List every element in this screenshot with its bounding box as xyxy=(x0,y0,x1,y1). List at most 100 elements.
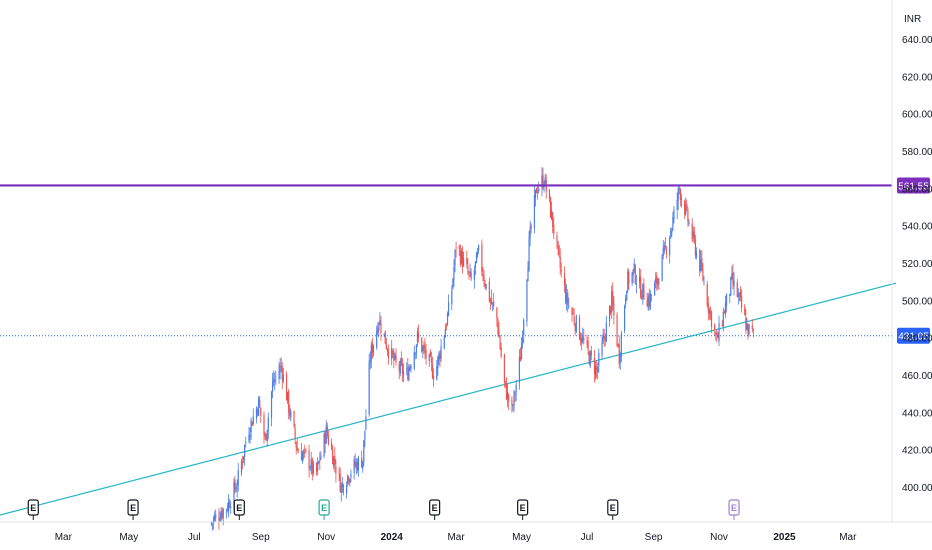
candle xyxy=(616,312,618,348)
candle xyxy=(513,389,515,413)
candle xyxy=(656,272,658,291)
time-tick-label: Sep xyxy=(645,532,663,543)
candle xyxy=(379,312,381,326)
candle xyxy=(658,277,660,291)
candle xyxy=(335,459,337,483)
candle xyxy=(398,360,400,380)
earnings-marker[interactable]: E xyxy=(429,499,441,520)
candle xyxy=(249,427,251,444)
candle xyxy=(377,322,379,336)
candle xyxy=(632,269,634,284)
earnings-marker[interactable]: E xyxy=(127,499,139,520)
earnings-marker-label: E xyxy=(731,503,737,513)
candle xyxy=(482,266,484,282)
candle xyxy=(436,359,438,381)
overlay-layer: 561.55 481.05 xyxy=(0,177,930,344)
candle xyxy=(384,330,386,345)
earnings-marker[interactable]: E xyxy=(318,499,330,520)
time-tick-label: Mar xyxy=(839,532,857,543)
earnings-marker[interactable]: E xyxy=(728,499,740,520)
candle xyxy=(601,334,603,360)
price-tick-label: 620.00 xyxy=(902,72,932,83)
candle xyxy=(700,250,702,273)
candle xyxy=(431,356,434,380)
candle xyxy=(702,262,704,282)
candle xyxy=(491,302,494,312)
candle xyxy=(260,407,262,423)
candle xyxy=(623,304,626,334)
candle xyxy=(693,226,695,244)
candle xyxy=(220,507,222,523)
candle xyxy=(535,187,538,194)
candle xyxy=(347,474,349,487)
candle xyxy=(534,189,537,207)
candle xyxy=(679,187,681,207)
candle xyxy=(324,430,326,454)
earnings-marker[interactable]: E xyxy=(233,499,245,520)
candle xyxy=(515,379,517,402)
candle xyxy=(424,337,426,360)
time-tick-label: Nov xyxy=(710,532,728,543)
candle xyxy=(387,344,390,365)
candle xyxy=(751,319,753,333)
candle xyxy=(355,458,357,475)
candle xyxy=(661,254,663,282)
candle xyxy=(460,248,463,265)
candle xyxy=(459,244,461,268)
candle xyxy=(566,284,568,311)
candle xyxy=(364,430,366,448)
candle xyxy=(302,450,304,464)
earnings-marker-label: E xyxy=(321,503,327,513)
candle xyxy=(695,247,698,260)
candle xyxy=(595,361,597,381)
candle xyxy=(212,515,215,530)
candle xyxy=(627,267,629,293)
candle xyxy=(263,411,265,444)
candle xyxy=(409,364,411,372)
candle xyxy=(745,308,747,335)
candle xyxy=(537,184,539,200)
candle xyxy=(676,192,678,220)
candle xyxy=(613,296,615,325)
candle xyxy=(432,368,435,388)
candle xyxy=(453,259,455,287)
time-tick-label: 2025 xyxy=(773,532,796,543)
candle xyxy=(439,350,441,368)
candle xyxy=(225,508,228,519)
time-tick-label: Nov xyxy=(317,532,335,543)
candle xyxy=(625,294,627,308)
candle xyxy=(583,328,585,345)
earnings-marker[interactable]: E xyxy=(27,499,39,520)
candle xyxy=(572,307,574,316)
earnings-marker[interactable]: E xyxy=(607,499,619,520)
candle xyxy=(688,219,690,227)
candle xyxy=(724,295,727,318)
candle xyxy=(628,269,630,290)
candle xyxy=(395,348,397,366)
candle xyxy=(241,455,244,470)
price-tick-label: 640.00 xyxy=(902,35,932,46)
candle xyxy=(708,307,710,320)
candle xyxy=(738,292,741,302)
candle xyxy=(721,320,723,327)
candle xyxy=(423,341,425,354)
candle xyxy=(267,412,269,440)
candle xyxy=(339,467,341,493)
earnings-marker[interactable]: E xyxy=(517,499,529,520)
earnings-marker-label: E xyxy=(520,503,526,513)
candle xyxy=(341,476,343,494)
candle xyxy=(357,455,360,477)
candle xyxy=(543,180,545,193)
candle xyxy=(222,507,224,526)
candle xyxy=(245,436,247,448)
candle xyxy=(227,494,230,518)
candle xyxy=(332,445,334,465)
candle xyxy=(733,272,735,296)
time-tick-label: 2024 xyxy=(381,532,404,543)
candle xyxy=(474,260,477,276)
candle xyxy=(338,466,340,482)
candle xyxy=(514,391,516,403)
earnings-marker-label: E xyxy=(610,503,616,513)
